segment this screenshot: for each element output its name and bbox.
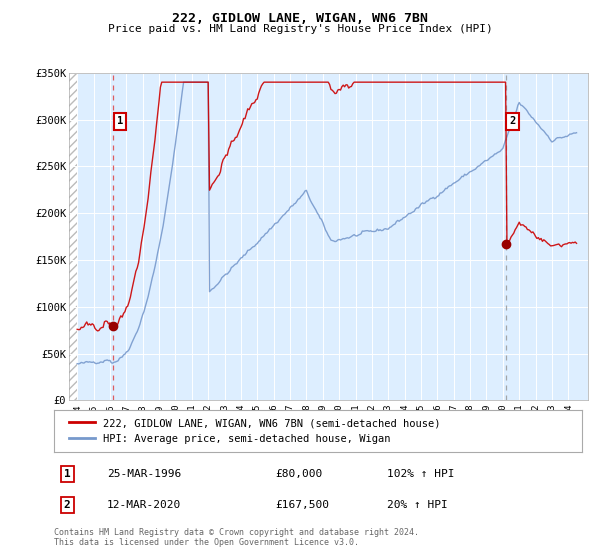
Text: 222, GIDLOW LANE, WIGAN, WN6 7BN: 222, GIDLOW LANE, WIGAN, WN6 7BN [172,12,428,25]
Text: 2: 2 [64,500,71,510]
Legend: 222, GIDLOW LANE, WIGAN, WN6 7BN (semi-detached house), HPI: Average price, semi: 222, GIDLOW LANE, WIGAN, WN6 7BN (semi-d… [64,414,445,448]
Text: 12-MAR-2020: 12-MAR-2020 [107,500,181,510]
Text: 1: 1 [64,469,71,479]
Text: 25-MAR-1996: 25-MAR-1996 [107,469,181,479]
Text: 1: 1 [116,116,123,127]
Text: £80,000: £80,000 [276,469,323,479]
Text: 102% ↑ HPI: 102% ↑ HPI [386,469,454,479]
Text: 2: 2 [509,116,516,127]
Text: £167,500: £167,500 [276,500,330,510]
Text: Contains HM Land Registry data © Crown copyright and database right 2024.
This d: Contains HM Land Registry data © Crown c… [54,528,419,547]
Text: Price paid vs. HM Land Registry's House Price Index (HPI): Price paid vs. HM Land Registry's House … [107,24,493,34]
Text: 20% ↑ HPI: 20% ↑ HPI [386,500,448,510]
